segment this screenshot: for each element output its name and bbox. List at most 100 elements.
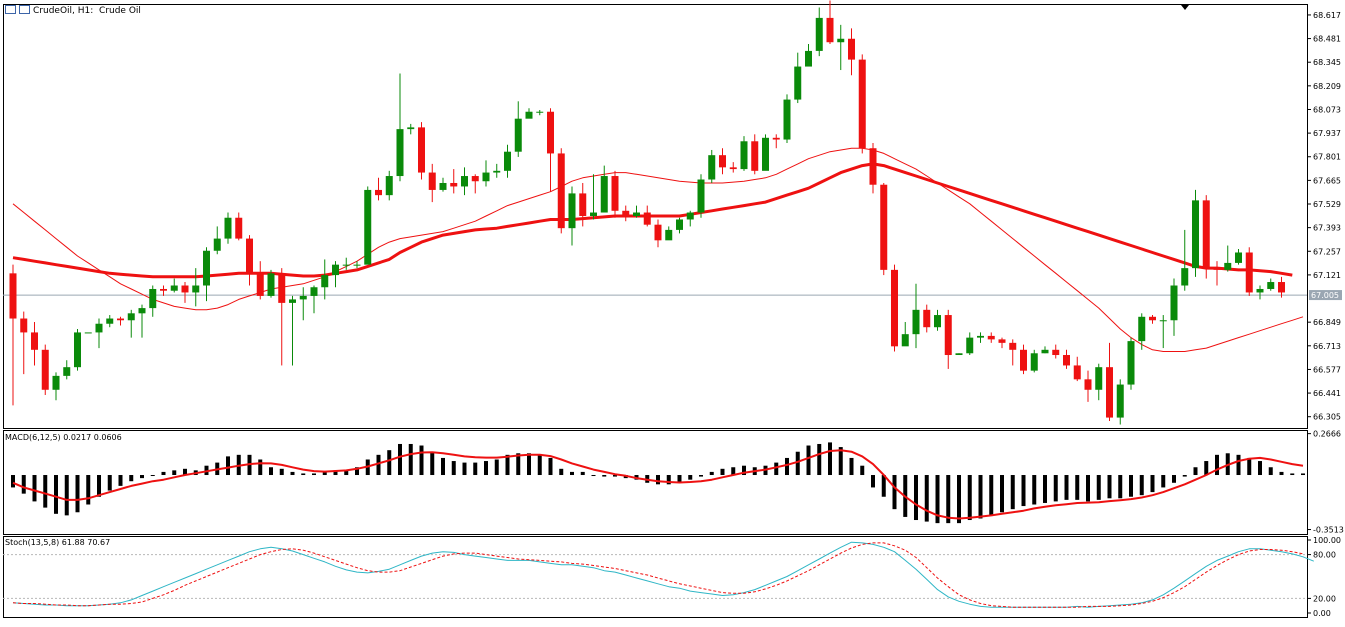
macd-bar: [1000, 475, 1004, 513]
candle-body: [783, 99, 791, 140]
macd-bar: [258, 459, 263, 476]
candle-body: [1063, 355, 1070, 366]
candle-body: [1095, 367, 1103, 390]
candle-body: [1224, 262, 1232, 270]
macd-bar: [1053, 475, 1058, 502]
current-price-label: 67.005: [1311, 291, 1339, 300]
macd-bar: [591, 475, 596, 477]
candle-body: [536, 111, 544, 113]
macd-bar: [1139, 475, 1144, 496]
candle-body: [1213, 268, 1221, 270]
macd-bar: [871, 475, 875, 488]
candle-body: [805, 50, 812, 67]
macd-bar: [301, 473, 306, 476]
candle-body: [224, 217, 232, 239]
candle-body: [493, 170, 501, 173]
candle-body: [654, 224, 662, 241]
macd-bar: [107, 475, 112, 491]
candle-body: [891, 269, 898, 347]
macd-bar: [957, 475, 961, 524]
macd-bar: [967, 475, 972, 521]
candle-body: [794, 66, 802, 100]
candle-body: [525, 111, 533, 119]
candle-body: [880, 184, 888, 270]
macd-bar: [333, 470, 338, 476]
macd-bar: [1086, 475, 1090, 502]
macd-bar: [387, 450, 392, 476]
macd-signal-line: [12, 449, 1304, 520]
macd-bar: [1043, 475, 1047, 503]
macd-bar: [860, 465, 865, 476]
stoch-main-line: [12, 541, 1314, 608]
price-tick-label: 68.617: [1313, 11, 1341, 20]
candle-body: [514, 118, 522, 152]
macd-bar: [656, 475, 660, 485]
candle-body: [837, 38, 845, 43]
candle-body: [138, 308, 146, 314]
macd-bar: [172, 470, 177, 476]
macd-bar: [527, 453, 531, 476]
candle-body: [977, 335, 984, 338]
macd-tick-label: -0.3513: [1313, 526, 1344, 535]
macd-bar: [537, 454, 542, 476]
candle-body: [633, 212, 640, 216]
stoch-tick-label: 0.00: [1313, 609, 1331, 618]
price-tick-label: 67.121: [1313, 271, 1341, 280]
macd-bar: [86, 475, 91, 505]
macd-bar: [580, 471, 585, 476]
macd-bar: [1129, 475, 1133, 497]
candle-body: [1084, 379, 1092, 390]
macd-bar: [1161, 475, 1166, 488]
candle-body: [665, 229, 673, 241]
candle-body: [289, 299, 296, 303]
macd-bar: [559, 468, 564, 476]
macd-bar: [322, 471, 327, 476]
price-tick-label: 66.441: [1313, 389, 1341, 398]
candle-body: [256, 273, 264, 296]
candle-body: [310, 287, 318, 296]
candle-body: [697, 179, 705, 213]
macd-bar: [398, 443, 402, 476]
macd-bar: [1247, 457, 1252, 476]
macd-bar: [441, 457, 445, 476]
macd-bar: [1010, 475, 1015, 510]
candle-body: [1020, 349, 1027, 371]
candle-body: [1138, 316, 1146, 342]
macd-bar: [355, 467, 359, 476]
macd-bar: [602, 475, 607, 477]
macd-bar: [118, 475, 123, 486]
symbol-label: CrudeOil: [33, 6, 73, 16]
macd-bar: [989, 475, 994, 516]
macd-bar: [1301, 473, 1305, 476]
candle-body: [944, 315, 952, 356]
candle-body: [192, 285, 200, 293]
macd-bar: [935, 475, 940, 524]
price-tick-label: 68.481: [1313, 35, 1341, 44]
candle-body: [568, 193, 576, 229]
macd-bar: [1118, 475, 1123, 499]
chart-title: CrudeOil, H1: Crude Oil: [5, 5, 141, 16]
macd-bar: [1172, 475, 1176, 483]
candle-body: [385, 176, 393, 196]
macd-bar: [838, 447, 843, 476]
macd-bar: [774, 462, 779, 476]
candle-body: [160, 288, 167, 291]
macd-bar: [828, 442, 832, 476]
candle-body: [815, 17, 823, 51]
candle-body: [9, 273, 17, 319]
candle-body: [600, 176, 608, 213]
candle-body: [622, 210, 630, 216]
candle-body: [213, 238, 221, 251]
macd-bar: [1290, 473, 1295, 476]
chart-window-icon: [5, 5, 16, 14]
candle-body: [428, 172, 436, 190]
candle-body: [858, 59, 866, 149]
macd-bar: [279, 468, 284, 476]
macd-bar: [1215, 454, 1219, 476]
macd-bar: [150, 475, 155, 477]
candle-body: [278, 273, 286, 303]
candle-body: [1181, 268, 1189, 286]
candle-body: [729, 167, 737, 170]
candle-body: [966, 337, 974, 354]
